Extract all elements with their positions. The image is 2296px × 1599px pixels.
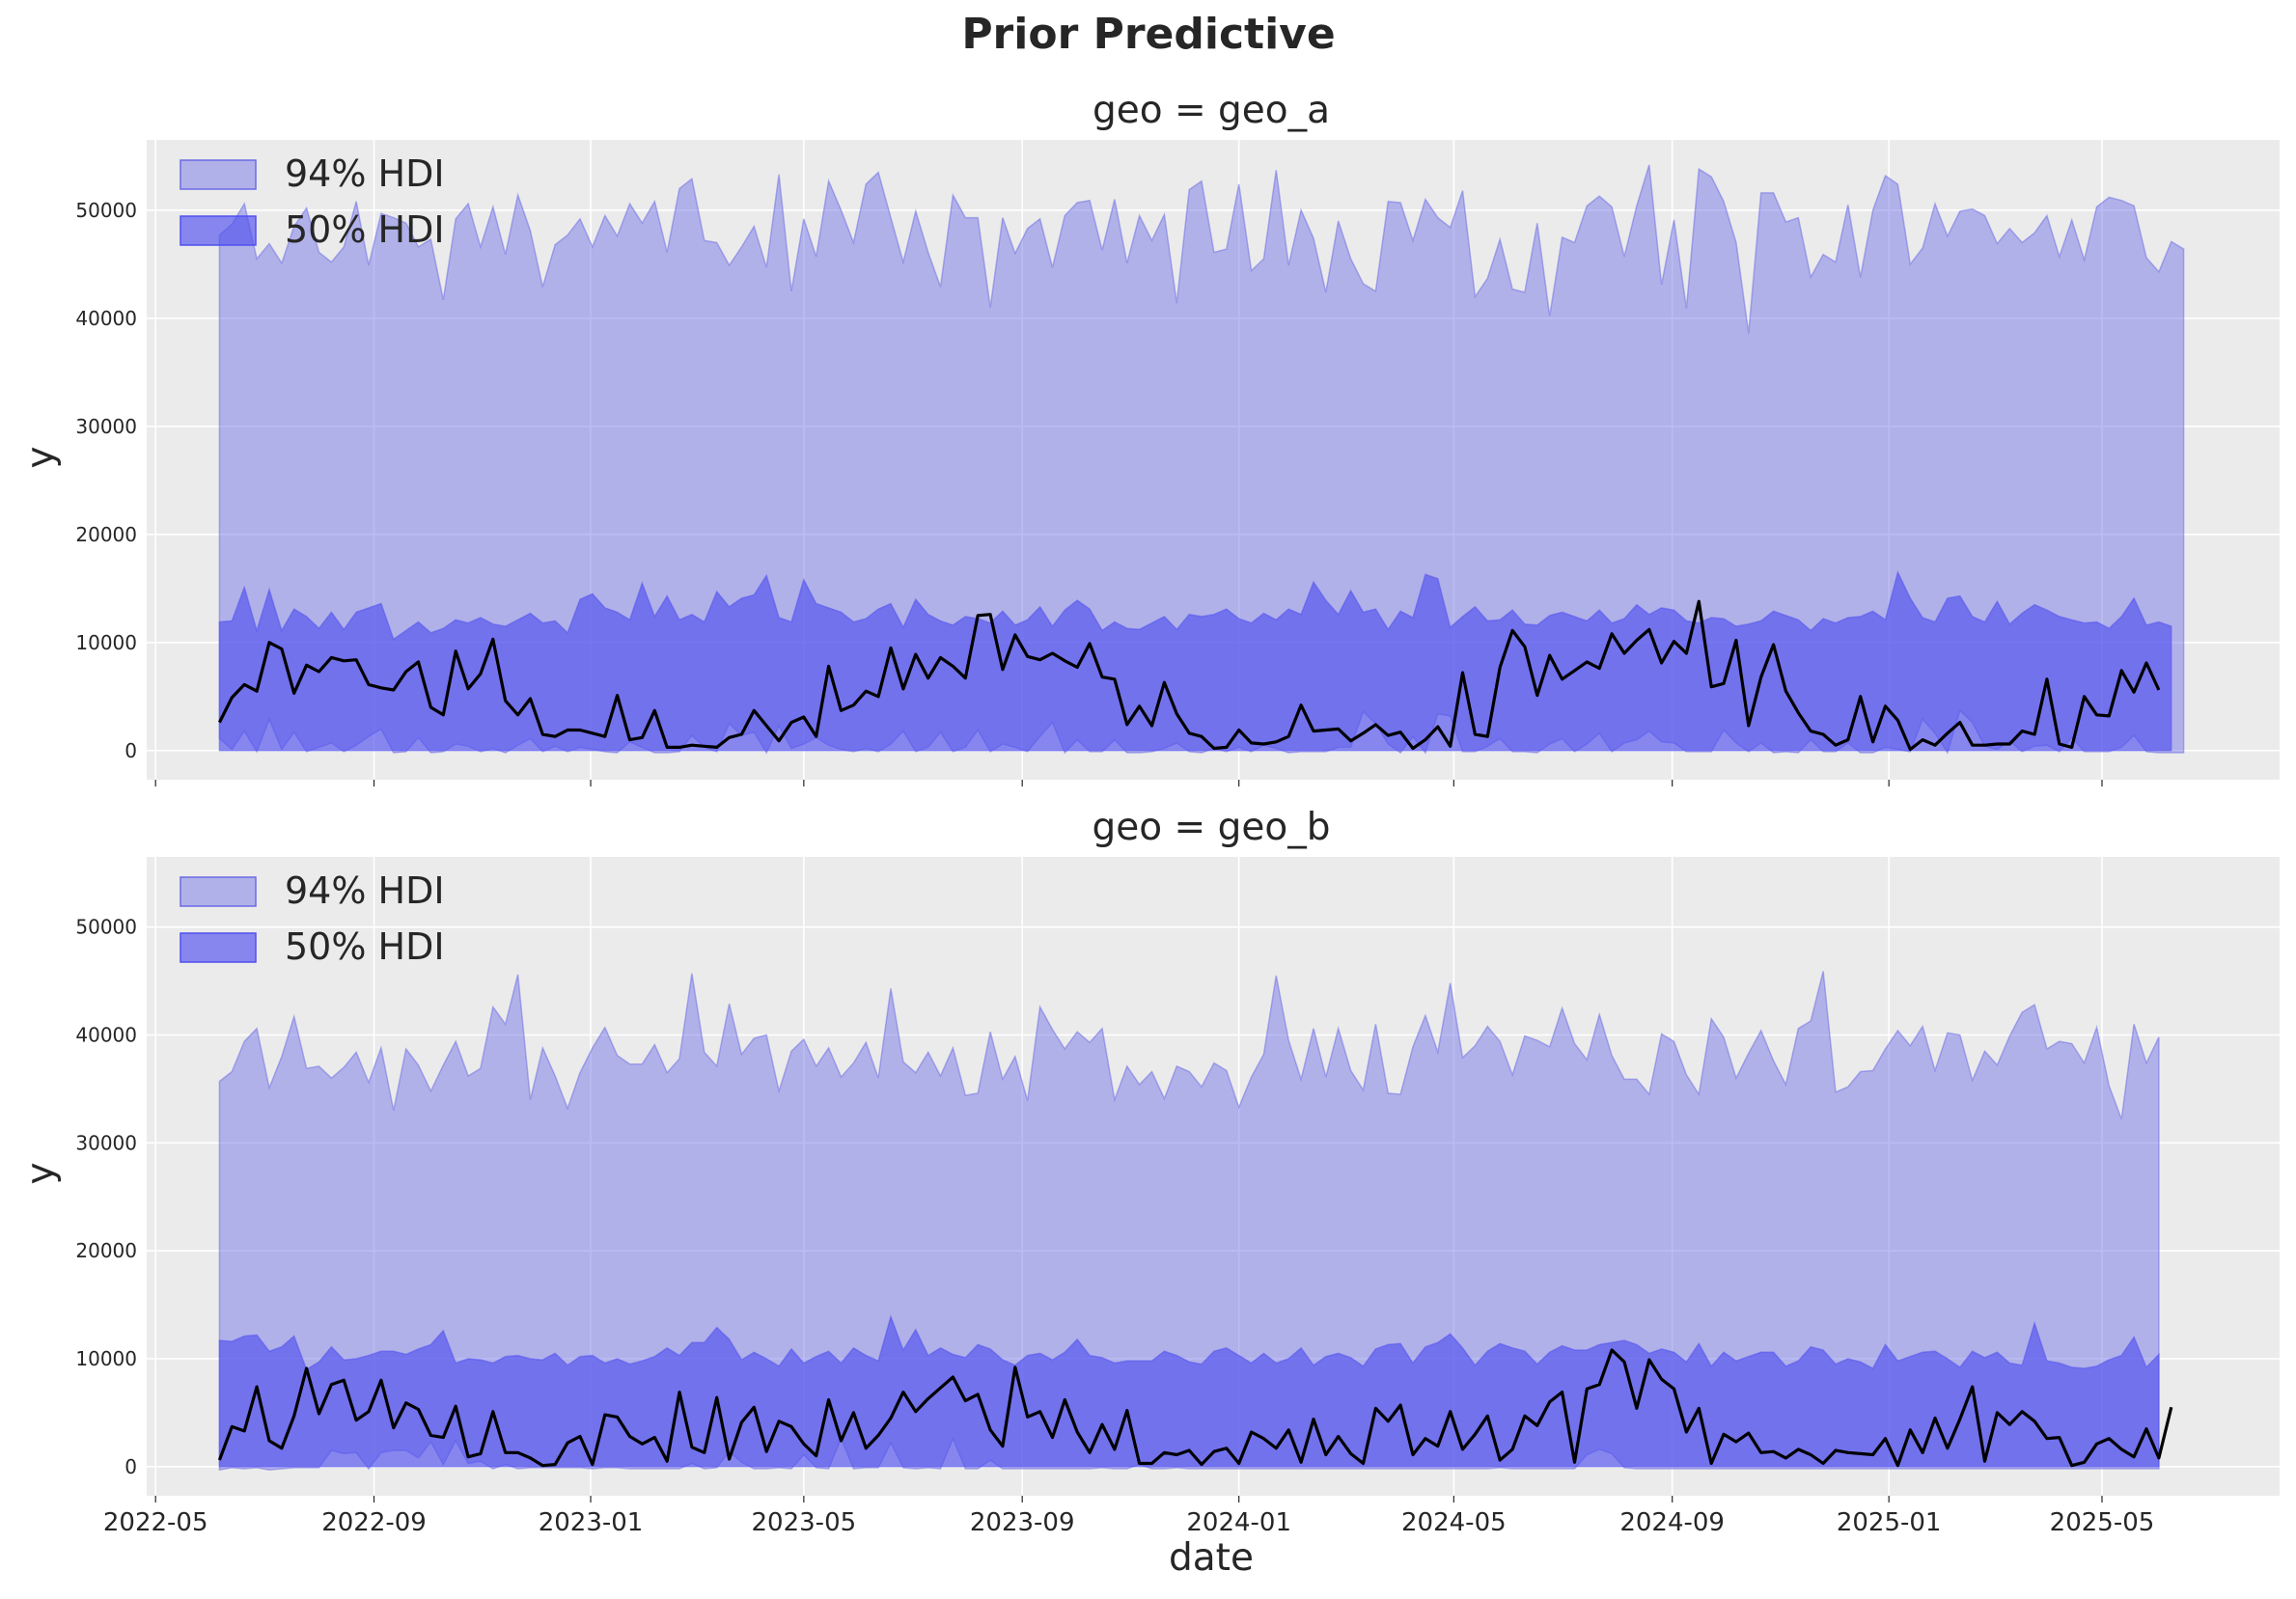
y-tick-label: 50000 <box>75 916 137 939</box>
legend: 94% HDI 50% HDI <box>180 152 445 251</box>
x-tick-label: 2025-01 <box>1837 1508 1942 1537</box>
x-tick-label: 2023-05 <box>752 1508 857 1537</box>
y-tick-label: 0 <box>124 1455 137 1478</box>
hdi-50-band <box>218 569 2172 752</box>
y-tick-label: 20000 <box>75 523 137 546</box>
y-tick-label: 20000 <box>75 1239 137 1262</box>
panel-b-ylabel: y <box>19 1162 63 1184</box>
x-tick-label: 2022-09 <box>321 1508 427 1537</box>
x-tick-label: 2023-01 <box>539 1508 644 1537</box>
y-tick-label: 50000 <box>75 199 137 222</box>
y-tick-label: 40000 <box>75 307 137 330</box>
y-tick-label: 0 <box>124 739 137 762</box>
x-axis-label: date <box>1169 1536 1254 1580</box>
legend-label: 50% HDI <box>285 925 445 968</box>
hdi-50-band <box>218 1313 2160 1468</box>
y-tick-label: 30000 <box>75 1131 137 1154</box>
panel-a-plot: 0 10000 20000 30000 40000 50000 94% HDI 50% HDI <box>75 140 2280 786</box>
y-tick-label: 30000 <box>75 415 137 438</box>
panel-a-ylabel: y <box>19 446 63 468</box>
panel-b-plot: 0 10000 20000 30000 40000 50000 2022-05 2022-09… <box>75 857 2280 1537</box>
legend-label: 94% HDI <box>285 869 445 912</box>
y-tick-label: 40000 <box>75 1024 137 1047</box>
sample-line <box>217 599 2161 752</box>
panel-geo-a: geo = geo_a y 0 10000 20000 30000 40000 50000… <box>19 89 2280 786</box>
legend-swatch-94 <box>180 159 257 190</box>
x-tick-label: 2025-05 <box>2050 1508 2155 1537</box>
x-tick-label: 2023-09 <box>970 1508 1075 1537</box>
figure-title: Prior Predictive <box>961 10 1335 59</box>
panel-geo-b: geo = geo_b y 0 10000 20000 30000 40000 50000… <box>19 806 2280 1537</box>
y-tick-label: 10000 <box>75 1347 137 1370</box>
legend-label: 50% HDI <box>285 208 445 251</box>
x-tick-label: 2024-01 <box>1186 1508 1291 1537</box>
panel-a-title: geo = geo_a <box>1093 89 1330 132</box>
sample-line <box>217 1348 2173 1468</box>
panel-b-title: geo = geo_b <box>1093 806 1331 849</box>
legend-swatch-94 <box>180 876 257 907</box>
legend: 94% HDI 50% HDI <box>180 869 445 968</box>
legend-swatch-50 <box>180 932 257 963</box>
x-tick-label: 2022-05 <box>103 1508 208 1537</box>
x-tick-label: 2024-09 <box>1619 1508 1725 1537</box>
legend-swatch-50 <box>180 215 257 246</box>
y-tick-label: 10000 <box>75 631 137 654</box>
x-tick-label: 2024-05 <box>1401 1508 1507 1537</box>
legend-label: 94% HDI <box>285 152 445 195</box>
